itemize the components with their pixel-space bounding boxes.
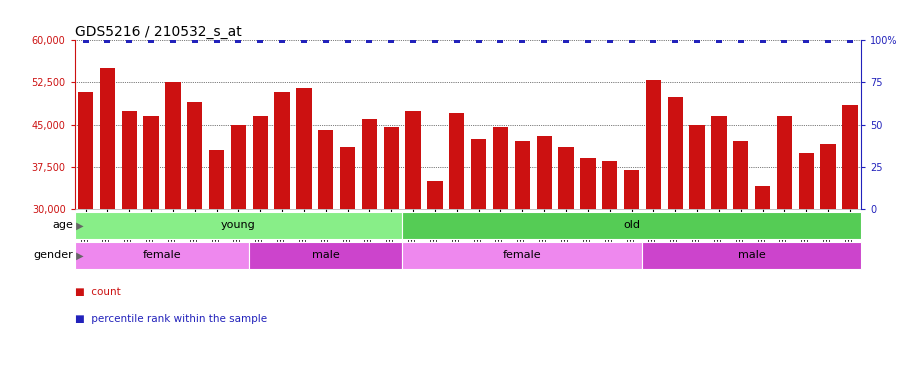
Bar [777,116,792,377]
Bar [249,242,402,269]
Bar [406,111,420,377]
Point [537,37,551,43]
Point [602,37,617,43]
Bar [187,102,202,377]
Text: female: female [143,250,181,260]
Point [166,37,180,43]
Bar [231,124,246,377]
Text: male: male [738,250,765,260]
Bar [402,212,861,239]
Bar [75,212,402,239]
Bar [100,68,115,377]
Bar [493,127,508,377]
Bar [559,147,573,377]
Point [428,37,442,43]
Text: age: age [52,220,73,230]
Point [559,37,573,43]
Point [581,37,595,43]
Point [231,37,246,43]
Bar [144,116,158,377]
Point [209,37,224,43]
Point [100,37,115,43]
Bar [122,111,136,377]
Bar [799,153,814,377]
Bar [297,88,311,377]
Point [777,37,792,43]
Point [318,37,333,43]
Bar [209,150,224,377]
Point [821,37,835,43]
Point [624,37,639,43]
Bar [384,127,399,377]
Text: male: male [312,250,339,260]
Point [362,37,377,43]
Text: female: female [503,250,541,260]
Bar [253,116,268,377]
Bar [537,136,551,377]
Bar [690,124,704,377]
Text: young: young [221,220,256,230]
Point [843,37,857,43]
Text: ▶: ▶ [73,220,84,230]
Point [297,37,311,43]
Bar [821,144,835,377]
Text: gender: gender [33,250,73,260]
Bar [450,113,464,377]
Point [493,37,508,43]
Point [755,37,770,43]
Point [515,37,530,43]
Point [78,37,93,43]
Point [406,37,420,43]
Point [471,37,486,43]
Bar [581,158,595,377]
Bar [78,92,93,377]
Bar [471,139,486,377]
Point [646,37,661,43]
Bar [402,242,642,269]
Bar [642,242,861,269]
Point [712,37,726,43]
Bar [428,181,442,377]
Bar [755,186,770,377]
Bar [275,92,289,377]
Text: ▶: ▶ [73,250,84,260]
Bar [843,105,857,377]
Bar [166,83,180,377]
Point [799,37,814,43]
Bar [75,242,249,269]
Point [668,37,682,43]
Text: old: old [623,220,640,230]
Bar [624,170,639,377]
Bar [318,130,333,377]
Point [122,37,136,43]
Point [733,37,748,43]
Point [384,37,399,43]
Point [340,37,355,43]
Bar [602,161,617,377]
Bar [362,119,377,377]
Bar [646,79,661,377]
Point [450,37,464,43]
Text: GDS5216 / 210532_s_at: GDS5216 / 210532_s_at [75,25,241,39]
Point [275,37,289,43]
Point [690,37,704,43]
Point [187,37,202,43]
Bar [712,116,726,377]
Bar [515,141,530,377]
Bar [733,141,748,377]
Bar [668,96,682,377]
Bar [340,147,355,377]
Text: ■  percentile rank within the sample: ■ percentile rank within the sample [75,314,267,324]
Point [144,37,158,43]
Point [253,37,268,43]
Text: ■  count: ■ count [75,287,120,297]
